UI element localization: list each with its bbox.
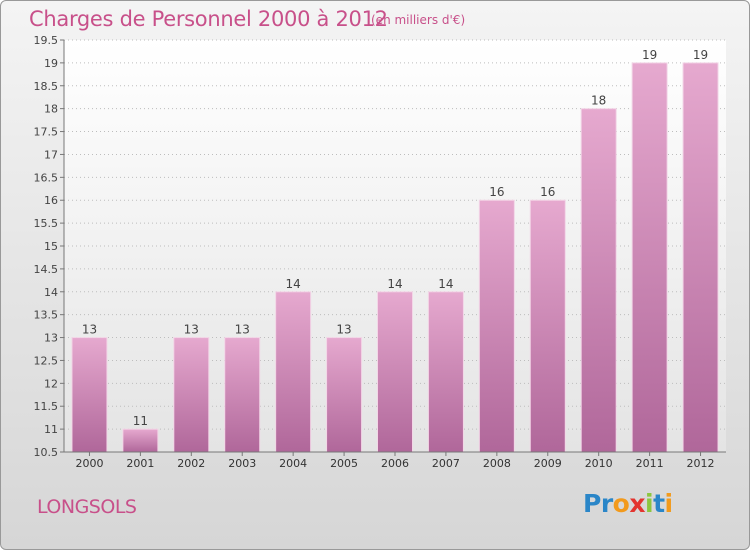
bar-value-label: 18 — [591, 94, 606, 108]
logo-letter: x — [629, 489, 645, 518]
bar-2006 — [377, 291, 413, 453]
x-tick-label: 2010 — [585, 457, 613, 470]
y-tick-label: 15 — [44, 240, 58, 253]
bar-2011 — [631, 62, 668, 453]
y-tick-label: 15.5 — [34, 217, 59, 230]
logo-letter: P — [583, 489, 601, 518]
logo-letter: i — [664, 489, 674, 518]
y-tick-label: 11.5 — [34, 400, 59, 413]
x-tick-label: 2006 — [381, 457, 409, 470]
commune-name: LONGSOLS — [37, 496, 137, 518]
y-tick-label: 16 — [44, 194, 58, 207]
bar-2000 — [71, 337, 108, 453]
x-tick-label: 2000 — [75, 457, 103, 470]
y-tick-label: 18 — [44, 103, 58, 116]
y-tick-label: 14 — [44, 286, 58, 299]
bar-value-label: 13 — [184, 323, 199, 337]
bar-value-label: 16 — [489, 185, 504, 199]
logo-letter: i — [645, 489, 654, 518]
y-tick-label: 16.5 — [34, 171, 59, 184]
y-tick-label: 12.5 — [34, 354, 59, 367]
x-tick-label: 2002 — [177, 457, 205, 470]
y-tick-label: 14.5 — [34, 263, 59, 276]
y-tick-label: 12 — [44, 377, 58, 390]
bar-value-label: 13 — [82, 323, 97, 337]
y-tick-label: 13 — [44, 332, 58, 345]
bar-2002 — [173, 337, 210, 453]
bar-value-label: 19 — [693, 48, 708, 62]
x-tick-label: 2003 — [228, 457, 256, 470]
y-tick-label: 19 — [44, 57, 58, 70]
bar-value-label: 14 — [438, 277, 453, 291]
chart-title: Charges de Personnel 2000 à 2012 — [29, 7, 388, 31]
bar-2004 — [275, 291, 312, 453]
bar-2008 — [478, 199, 515, 453]
x-tick-label: 2005 — [330, 457, 358, 470]
y-tick-label: 10.5 — [34, 446, 59, 459]
bar-value-label: 13 — [235, 323, 250, 337]
bar-value-label: 14 — [387, 277, 402, 291]
bar-2012 — [682, 62, 719, 453]
y-tick-label: 13.5 — [34, 309, 59, 322]
x-tick-label: 2007 — [432, 457, 460, 470]
bar-2010 — [580, 108, 617, 453]
proxiti-logo[interactable]: Proxiti — [583, 489, 673, 518]
y-tick-label: 11 — [44, 423, 58, 436]
y-tick-label: 17.5 — [34, 126, 59, 139]
bar-2007 — [427, 291, 464, 453]
x-tick-label: 2011 — [636, 457, 664, 470]
logo-letter: o — [612, 489, 630, 518]
y-tick-label: 19.5 — [34, 34, 59, 47]
y-tick-label: 18.5 — [34, 80, 59, 93]
bar-value-label: 13 — [336, 323, 351, 337]
bar-value-label: 11 — [133, 414, 148, 428]
bar-value-label: 14 — [286, 277, 301, 291]
bar-value-label: 19 — [642, 48, 657, 62]
x-tick-label: 2004 — [279, 457, 307, 470]
x-tick-label: 2008 — [483, 457, 511, 470]
bar-2005 — [326, 337, 363, 453]
logo-letter: r — [600, 489, 613, 518]
chart-subtitle: (en milliers d'€) — [371, 13, 466, 27]
logo-letter: t — [653, 489, 665, 518]
x-tick-label: 2012 — [687, 457, 715, 470]
x-tick-label: 2009 — [534, 457, 562, 470]
bar-2001 — [122, 428, 159, 453]
bar-2003 — [224, 337, 261, 453]
y-tick-label: 17 — [44, 148, 58, 161]
bar-2009 — [529, 199, 566, 453]
x-tick-label: 2001 — [126, 457, 154, 470]
bar-value-label: 16 — [540, 185, 555, 199]
